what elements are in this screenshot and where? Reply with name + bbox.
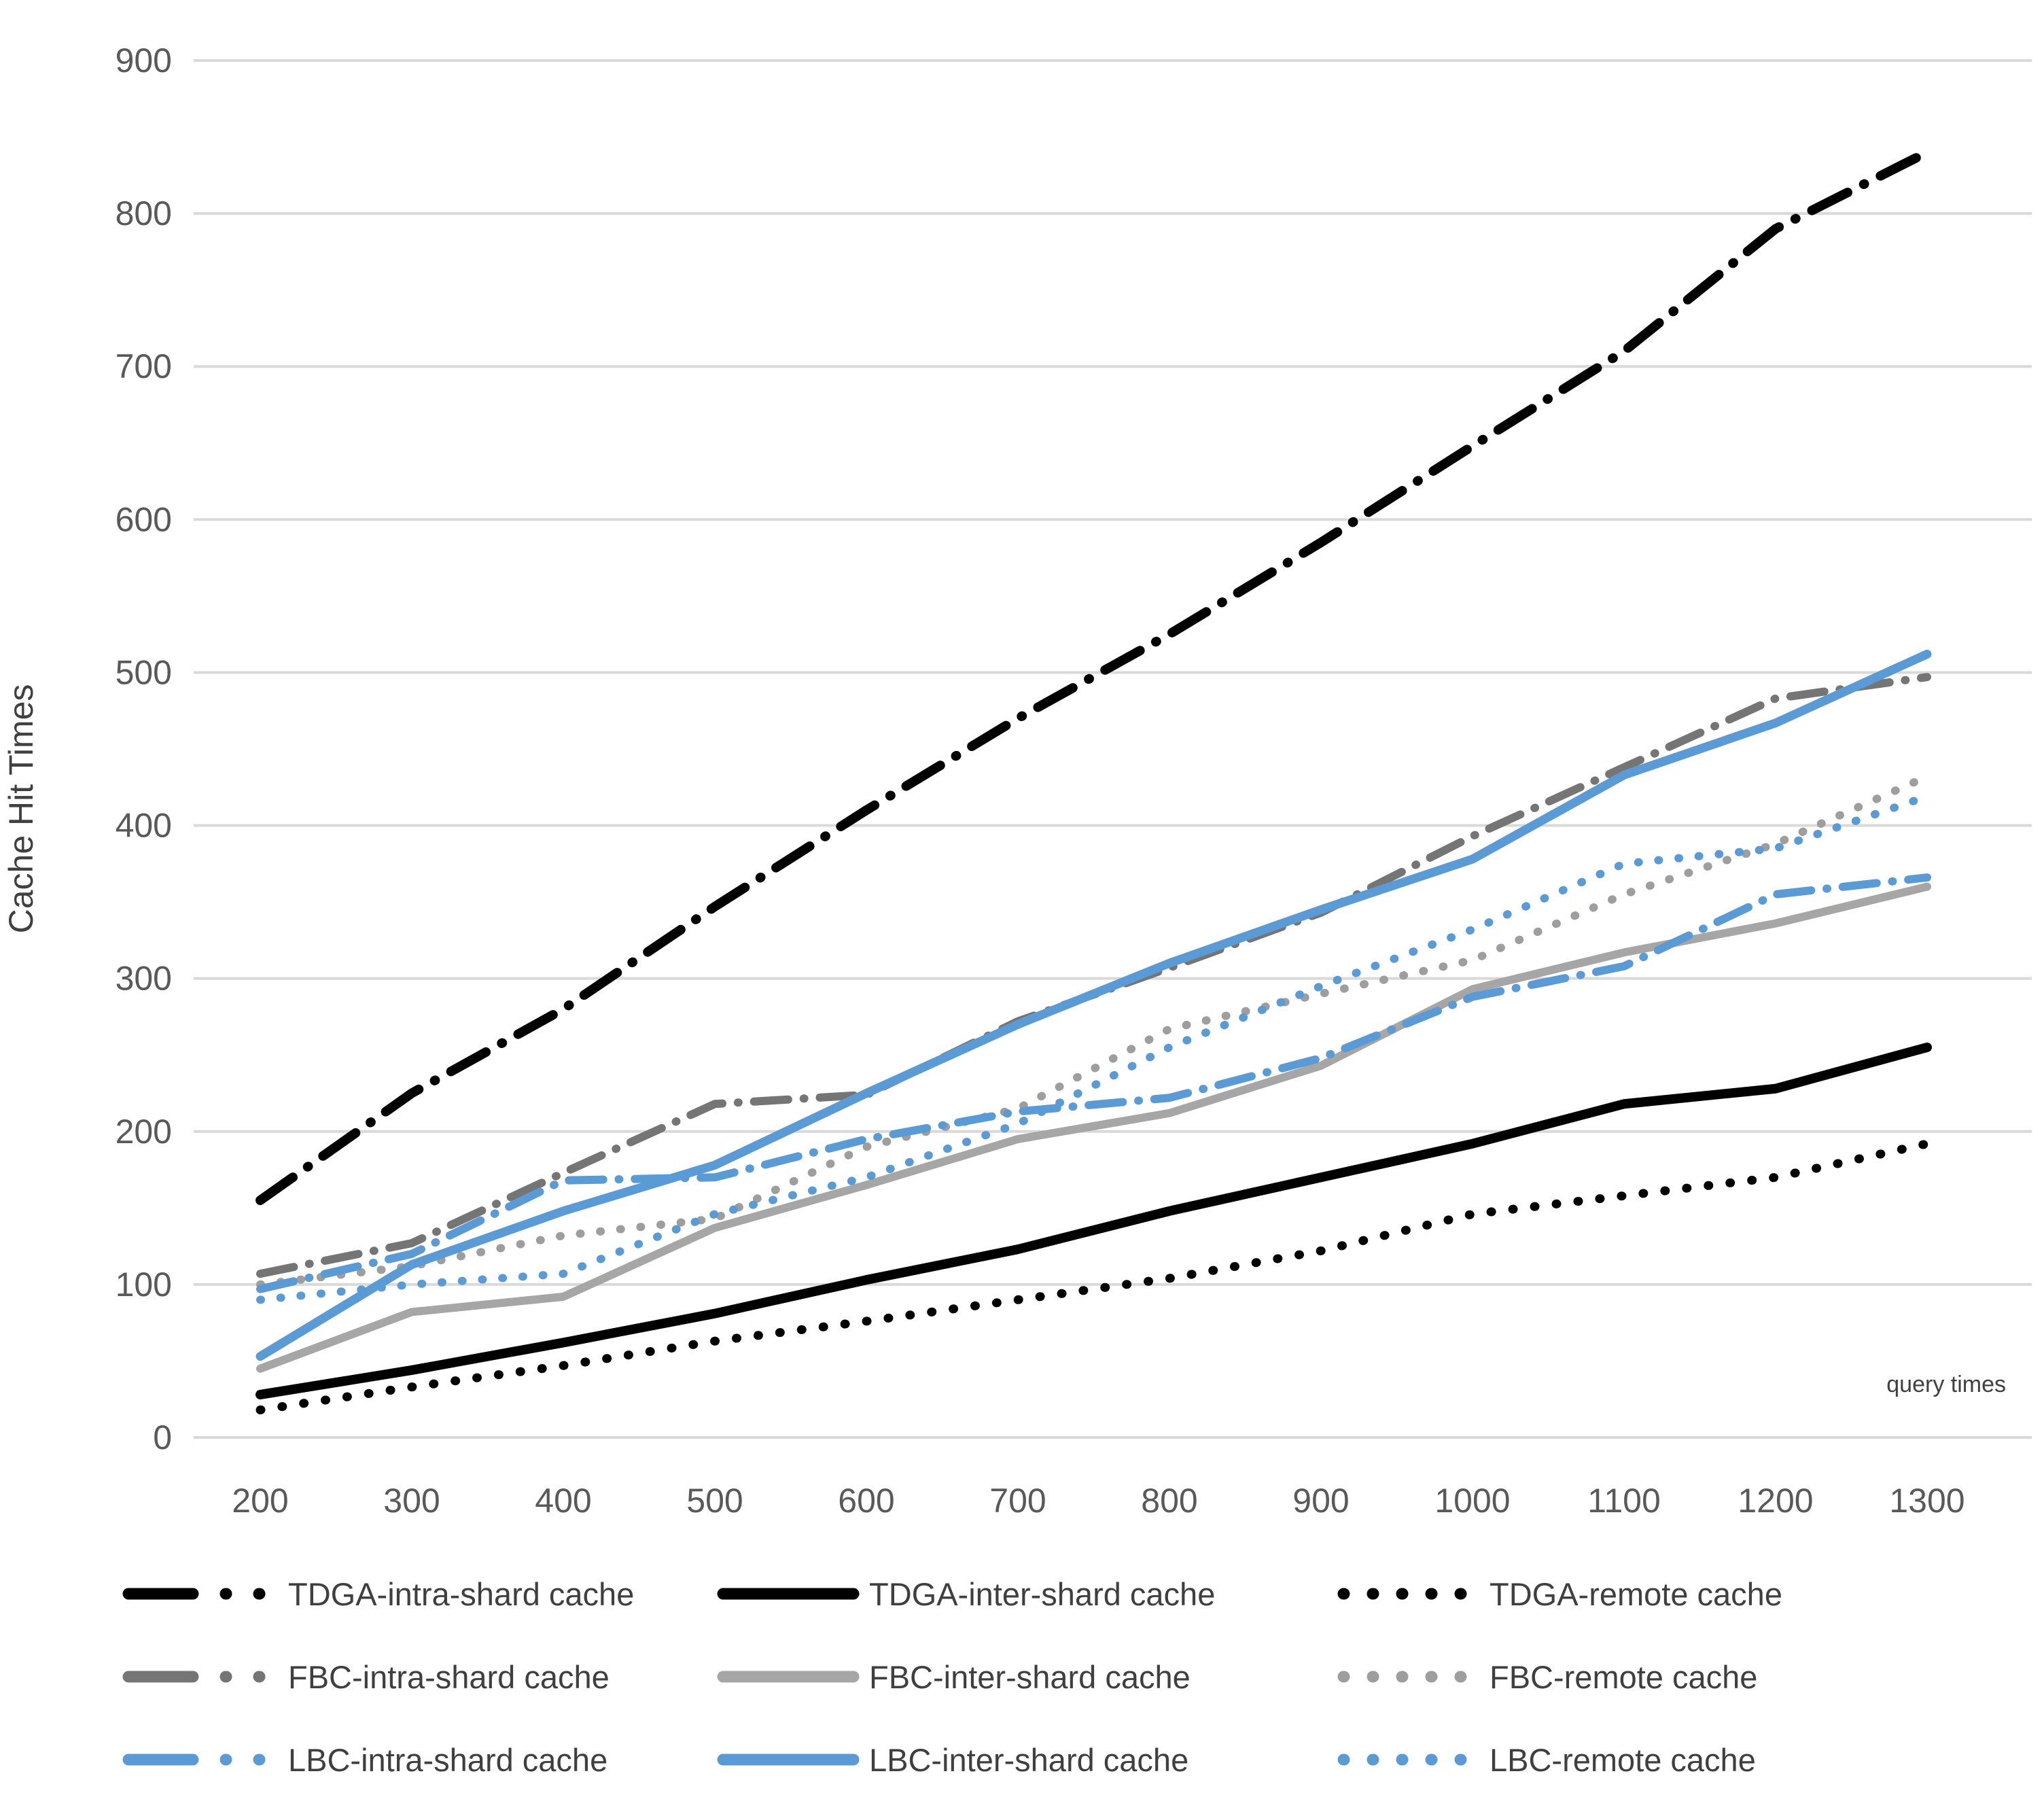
legend-marker-dotted-icon (1337, 1588, 1480, 1600)
series-lines (256, 147, 1932, 1414)
legend-item-lbc-intra-shard-cache: LBC-intra-shard cache (122, 1739, 607, 1780)
x-tick-label: 300 (383, 1482, 440, 1520)
legend-marker-solid-icon (717, 1671, 860, 1683)
legend-marker-dashdot-icon (122, 1588, 279, 1600)
y-tick-label: 700 (116, 347, 172, 385)
series-line-fbc-inter-shard-cache (256, 882, 1931, 1373)
x-tick-label: 800 (1141, 1482, 1197, 1520)
legend-marker-dashdot-icon (122, 1754, 279, 1766)
series-line-lbc-remote-cache (256, 792, 1931, 1304)
legend-label: FBC-inter-shard cache (869, 1658, 1191, 1695)
gridlines (194, 59, 2032, 1439)
legend-label: FBC-remote cache (1490, 1658, 1758, 1695)
y-axis-title: Cache Hit Times (2, 684, 40, 934)
legend-label: TDGA-inter-shard cache (869, 1575, 1216, 1612)
legend-item-fbc-inter-shard-cache: FBC-inter-shard cache (717, 1656, 1191, 1697)
legend-marker-solid-icon (717, 1588, 860, 1600)
legend-label: LBC-remote cache (1490, 1741, 1756, 1778)
series-line-lbc-inter-shard-cache (256, 649, 1932, 1361)
x-tick-label: 600 (838, 1482, 894, 1520)
y-tick-label: 400 (116, 807, 172, 845)
legend-label: LBC-intra-shard cache (288, 1741, 608, 1778)
y-tick-label: 100 (116, 1266, 172, 1304)
series-line-tdga-remote-cache (256, 1139, 1932, 1414)
x-tick-label: 1300 (1889, 1482, 1964, 1520)
legend-item-tdga-remote-cache: TDGA-remote cache (1337, 1573, 1782, 1614)
x-tick-label: 500 (686, 1482, 743, 1520)
y-axis-tick-labels: 0 100 200 300 400 500 600 700 800 900 (116, 41, 172, 1457)
legend-item-lbc-remote-cache: LBC-remote cache (1337, 1739, 1756, 1780)
legend-label: TDGA-intra-shard cache (288, 1575, 635, 1612)
y-tick-label: 300 (116, 960, 172, 998)
legend-marker-dotted-icon (1337, 1671, 1480, 1683)
legend-marker-dotted-icon (1337, 1754, 1480, 1766)
legend-marker-dashdot-icon (122, 1671, 279, 1683)
y-tick-label: 600 (116, 500, 172, 538)
legend-label: LBC-inter-shard cache (869, 1741, 1189, 1778)
legend-label: FBC-intra-shard cache (288, 1658, 610, 1695)
y-tick-label: 500 (116, 653, 172, 691)
y-tick-label: 900 (116, 41, 172, 80)
legend-marker-solid-icon (717, 1754, 860, 1766)
legend-item-tdga-inter-shard-cache: TDGA-inter-shard cache (717, 1573, 1215, 1614)
series-line-fbc-intra-shard-cache (256, 673, 1931, 1278)
line-chart-canvas: 0 100 200 300 400 500 600 700 800 900 200 300 400 50… (2, 41, 2032, 1520)
x-tick-label: 1200 (1738, 1482, 1813, 1520)
legend-item-tdga-intra-shard-cache: TDGA-intra-shard cache (122, 1573, 634, 1614)
y-tick-label: 800 (116, 194, 172, 232)
x-tick-label: 700 (989, 1482, 1046, 1520)
x-axis-title: query times (1886, 1372, 2006, 1397)
x-tick-label: 900 (1292, 1482, 1349, 1520)
series-line-tdga-inter-shard-cache (256, 1042, 1932, 1399)
legend-label: TDGA-remote cache (1490, 1575, 1782, 1612)
series-line-tdga-intra-shard-cache (256, 147, 1932, 1206)
x-tick-label: 1100 (1587, 1482, 1661, 1520)
legend-item-lbc-inter-shard-cache: LBC-inter-shard cache (717, 1739, 1188, 1780)
x-tick-label: 400 (535, 1482, 591, 1520)
chart-legend: TDGA-intra-shard cache TDGA-inter-shard c… (0, 1553, 2044, 1814)
series-line-lbc-intra-shard-cache (256, 873, 1931, 1293)
y-tick-label: 200 (116, 1113, 172, 1151)
x-tick-label: 1000 (1434, 1482, 1510, 1520)
series-line-fbc-remote-cache (256, 772, 1931, 1289)
legend-item-fbc-intra-shard-cache: FBC-intra-shard cache (122, 1656, 610, 1697)
legend-item-fbc-remote-cache: FBC-remote cache (1337, 1656, 1757, 1697)
y-tick-label: 0 (153, 1418, 172, 1457)
x-tick-label: 200 (232, 1482, 288, 1520)
x-axis-tick-labels: 200 300 400 500 600 700 800 900 1000 1100 1200 1300 (232, 1482, 1964, 1520)
